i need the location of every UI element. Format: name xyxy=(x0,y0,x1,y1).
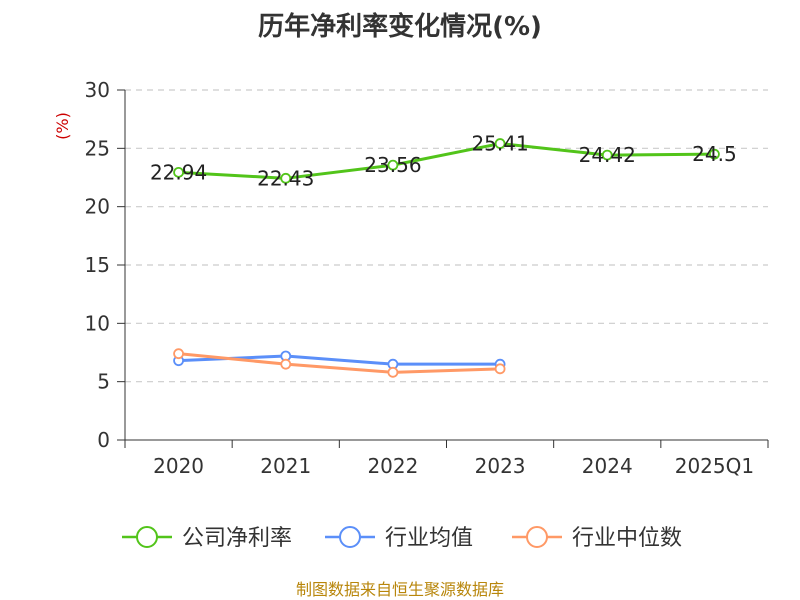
x-tick-label: 2021 xyxy=(260,454,311,478)
series-point-2 xyxy=(280,358,292,370)
x-tick-label: 2025Q1 xyxy=(675,454,754,478)
legend-marker-2 xyxy=(526,526,548,548)
chart-title: 历年净利率变化情况(%) xyxy=(258,11,542,42)
series-point-0 xyxy=(601,149,613,161)
series-point-0 xyxy=(387,159,399,171)
series-point-2 xyxy=(387,366,399,378)
series-point-0 xyxy=(280,172,292,184)
x-tick-label: 2023 xyxy=(475,454,526,478)
y-tick-label: 0 xyxy=(97,428,110,452)
series-point-0 xyxy=(173,166,184,178)
y-tick-label: 25 xyxy=(85,136,110,160)
series-layer xyxy=(173,138,720,378)
legend-label-0: 公司净利率 xyxy=(182,526,292,551)
series-point-2 xyxy=(494,363,506,375)
series-point-0 xyxy=(494,138,506,149)
y-tick-label: 30 xyxy=(85,78,110,102)
series-point-0 xyxy=(709,148,720,160)
source-note: 制图数据来自恒生聚源数据库 xyxy=(296,580,504,599)
data-label: 25.41 xyxy=(471,132,528,156)
legend-marker-0 xyxy=(136,526,158,548)
data-label: 24.5 xyxy=(692,142,737,166)
axes xyxy=(117,89,769,448)
x-tick-label: 2020 xyxy=(153,454,204,478)
data-label: 22.94 xyxy=(150,160,207,184)
x-tick-label: 2024 xyxy=(582,454,633,478)
y-tick-label: 20 xyxy=(85,195,110,219)
data-labels: 22.94 22.43 23.56 25.41 24.42 24.5 xyxy=(150,132,737,191)
x-tick-labels: 2020 2021 2022 2023 2024 2025Q1 xyxy=(153,454,754,478)
data-label: 22.43 xyxy=(257,166,314,190)
y-tick-label: 5 xyxy=(97,370,110,394)
legend-label-2: 行业中位数 xyxy=(572,526,682,551)
legend: 公司净利率 行业均值 行业中位数 xyxy=(122,526,682,551)
x-tick-label: 2022 xyxy=(367,454,418,478)
y-tick-labels: 0 5 10 15 20 25 30 xyxy=(85,78,110,452)
series-line-2 xyxy=(178,352,501,374)
series-line-0 xyxy=(178,142,715,180)
legend-marker-1 xyxy=(339,526,361,548)
grid-lines xyxy=(125,89,768,383)
data-label: 23.56 xyxy=(364,153,421,177)
data-label: 24.42 xyxy=(579,143,636,167)
y-tick-label: 10 xyxy=(85,311,110,335)
y-tick-label: 15 xyxy=(85,253,110,277)
y-axis-unit-label: (%) xyxy=(53,112,72,140)
series-point-2 xyxy=(173,348,184,360)
legend-label-1: 行业均值 xyxy=(385,526,473,551)
